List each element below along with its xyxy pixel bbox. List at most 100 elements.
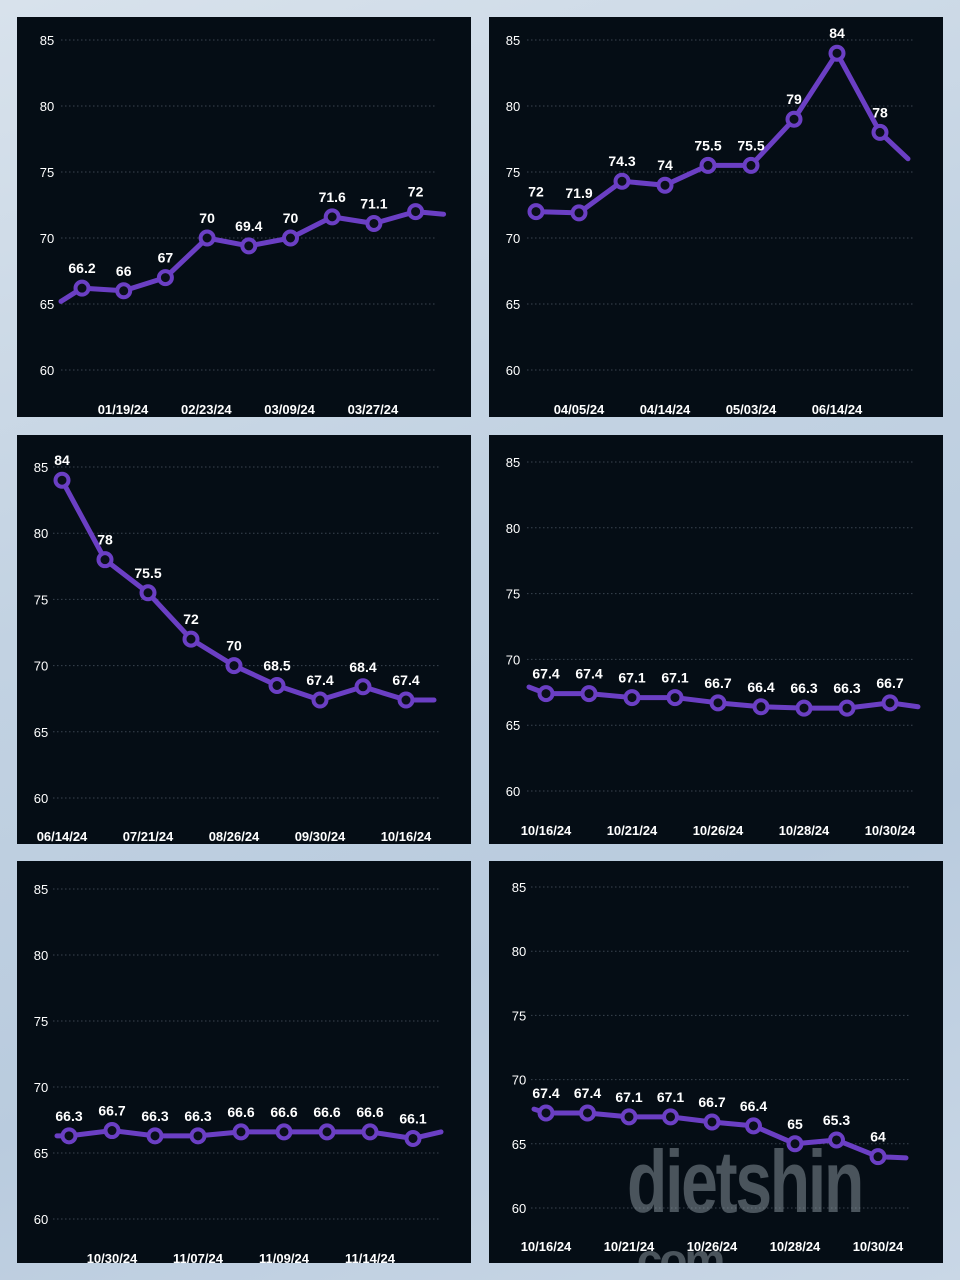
data-point-marker[interactable] (745, 1117, 762, 1135)
y-tick-label: 70 (506, 652, 520, 667)
data-point-marker[interactable] (232, 1123, 250, 1141)
data-point-marker[interactable] (579, 1104, 596, 1122)
data-point-marker[interactable] (361, 1123, 379, 1141)
y-tick-label: 75 (34, 1014, 48, 1029)
data-point-marker[interactable] (225, 657, 243, 675)
y-tick-label: 65 (506, 297, 520, 312)
data-point-label: 66.7 (876, 675, 903, 691)
line-chart: 85 80 75 70 65 60 84 78 75.5 72 70 68.5 67.4 68.4 67.4… (34, 452, 441, 844)
y-tick-label: 65 (34, 725, 48, 740)
data-point-marker[interactable] (838, 699, 856, 717)
data-point-marker[interactable] (537, 685, 555, 703)
data-point-marker[interactable] (311, 691, 329, 709)
line-chart: 85 80 75 70 65 60 67.4 67.4 67.1 67.1 66.7 66.4 66.3… (506, 455, 921, 838)
data-point-marker[interactable] (282, 229, 299, 247)
x-tick-label: 10/16/24 (381, 829, 432, 844)
data-point-marker[interactable] (103, 1122, 121, 1140)
data-point-marker[interactable] (828, 1131, 845, 1149)
data-point-label: 67.4 (575, 666, 602, 682)
data-point-label: 66.7 (704, 675, 731, 691)
y-tick-label: 75 (512, 1008, 526, 1023)
data-point-label: 66.6 (270, 1104, 297, 1120)
data-point-marker[interactable] (268, 676, 286, 694)
y-tick-label: 85 (506, 33, 520, 48)
y-tick-label: 80 (512, 944, 526, 959)
data-point-marker[interactable] (407, 203, 425, 221)
data-point-label: 69.4 (235, 218, 262, 234)
data-point-marker[interactable] (666, 689, 684, 707)
data-point-label: 79 (786, 91, 802, 107)
data-point-marker[interactable] (623, 689, 641, 707)
data-point-marker[interactable] (318, 1123, 336, 1141)
data-point-label: 67.4 (574, 1085, 601, 1101)
x-tick-label: 10/16/24 (521, 823, 572, 838)
data-point-marker[interactable] (198, 229, 216, 247)
data-point-marker[interactable] (620, 1108, 638, 1126)
data-point-marker[interactable] (795, 699, 813, 717)
y-tick-label: 60 (40, 363, 54, 378)
x-tick-label: 10/21/24 (607, 823, 658, 838)
data-point-marker[interactable] (570, 204, 588, 222)
data-point-label: 66.3 (141, 1108, 168, 1124)
data-point-label: 75.5 (134, 565, 161, 581)
y-tick-label: 85 (506, 455, 520, 470)
data-point-marker[interactable] (115, 282, 133, 300)
data-point-marker[interactable] (60, 1127, 78, 1145)
data-point-marker[interactable] (742, 156, 760, 174)
data-point-marker[interactable] (786, 1135, 804, 1153)
data-point-marker[interactable] (785, 110, 803, 128)
data-point-marker[interactable] (240, 237, 258, 255)
data-point-label: 67.4 (532, 1085, 559, 1101)
data-point-marker[interactable] (146, 1127, 164, 1145)
y-tick-label: 60 (506, 784, 520, 799)
data-point-marker[interactable] (537, 1104, 555, 1122)
y-tick-label: 75 (34, 592, 48, 607)
data-point-marker[interactable] (53, 471, 71, 489)
data-point-marker[interactable] (580, 685, 598, 703)
data-point-marker[interactable] (96, 551, 114, 569)
data-point-marker[interactable] (156, 269, 174, 287)
data-point-marker[interactable] (139, 584, 157, 602)
data-point-marker[interactable] (656, 176, 674, 194)
x-tick-label: 02/23/24 (181, 402, 232, 417)
data-point-label: 71.6 (319, 189, 346, 205)
y-tick-label: 60 (34, 1212, 48, 1227)
data-point-marker[interactable] (527, 203, 545, 221)
data-point-label: 78 (872, 104, 888, 120)
data-point-marker[interactable] (404, 1129, 422, 1147)
data-point-marker[interactable] (709, 694, 727, 712)
y-tick-label: 70 (512, 1073, 526, 1088)
data-point-marker[interactable] (397, 691, 415, 709)
line-chart: 85 80 75 70 65 60 66.3 66.7 66.3 66.3 66.6 66.6 66.6… (34, 882, 444, 1263)
y-tick-label: 75 (40, 165, 54, 180)
data-point-marker[interactable] (354, 678, 372, 696)
data-point-marker[interactable] (613, 172, 631, 190)
x-tick-label: 10/30/24 (853, 1239, 904, 1254)
data-point-marker[interactable] (871, 123, 889, 141)
data-point-marker[interactable] (189, 1127, 207, 1145)
data-point-marker[interactable] (182, 630, 200, 648)
data-point-marker[interactable] (828, 44, 846, 62)
y-tick-label: 65 (34, 1146, 48, 1161)
data-point-marker[interactable] (752, 698, 770, 716)
y-tick-label: 85 (34, 882, 48, 897)
data-point-label: 66.6 (313, 1104, 340, 1120)
data-point-label: 68.5 (263, 657, 290, 673)
data-point-marker[interactable] (365, 214, 383, 232)
y-tick-label: 85 (512, 880, 526, 895)
data-point-label: 72 (408, 184, 424, 200)
data-point-marker[interactable] (881, 694, 899, 712)
data-point-label: 72 (528, 184, 544, 200)
data-point-label: 66.4 (747, 679, 774, 695)
y-tick-label: 65 (506, 718, 520, 733)
data-point-marker[interactable] (323, 208, 341, 226)
data-point-marker[interactable] (662, 1108, 679, 1126)
data-point-marker[interactable] (699, 156, 717, 174)
x-tick-label: 10/16/24 (521, 1239, 572, 1254)
data-point-label: 66.7 (698, 1094, 725, 1110)
data-point-marker[interactable] (275, 1123, 293, 1141)
data-point-marker[interactable] (73, 279, 91, 297)
data-point-label: 67.4 (392, 672, 419, 688)
data-point-marker[interactable] (869, 1148, 887, 1166)
data-point-marker[interactable] (703, 1113, 721, 1131)
